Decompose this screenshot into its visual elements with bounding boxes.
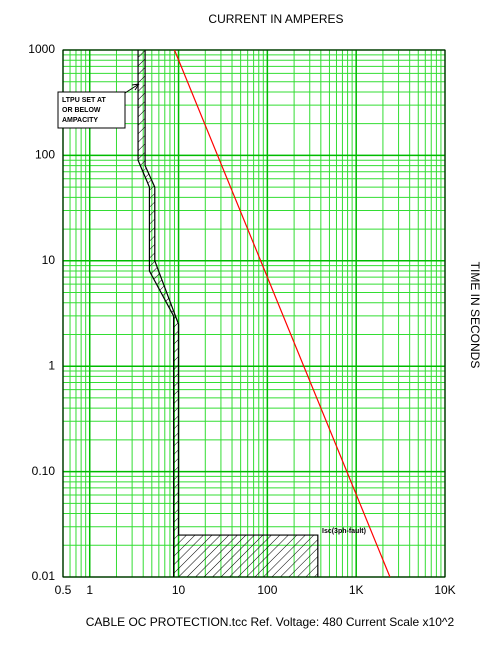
x-tick-label: 1 — [86, 583, 93, 597]
annotation-text: LTPU SET AT — [62, 97, 107, 104]
annotation-text: AMPACITY — [62, 117, 98, 124]
y-tick-label: 1000 — [28, 42, 55, 56]
annotation-arrow — [124, 83, 140, 94]
y-tick-label: 1 — [48, 358, 55, 372]
y-tick-label: 10 — [42, 253, 56, 267]
annotation-text: Isc(3ph-fault) — [322, 528, 366, 535]
y-tick-label: 0.10 — [32, 464, 56, 478]
y-tick-label: 0.01 — [32, 569, 56, 583]
y-axis-label: TIME IN SECONDS — [468, 262, 482, 369]
annotation-text: OR BELOW — [62, 107, 101, 114]
series-line — [173, 50, 391, 577]
x-tick-label: 1K — [349, 583, 364, 597]
y-tick-label: 100 — [35, 148, 55, 162]
x-tick-label: 0.5 — [55, 583, 72, 597]
series-line — [144, 50, 319, 577]
series-line — [137, 50, 175, 577]
x-tick-label: 10K — [434, 583, 455, 597]
annotation-box — [57, 91, 126, 129]
x-tick-label: 10 — [172, 583, 186, 597]
footer: CABLE OC PROTECTION.tcc Ref. Voltage: 48… — [86, 615, 455, 629]
x-tick-label: 100 — [257, 583, 277, 597]
chart-title: CURRENT IN AMPERES — [208, 12, 343, 26]
